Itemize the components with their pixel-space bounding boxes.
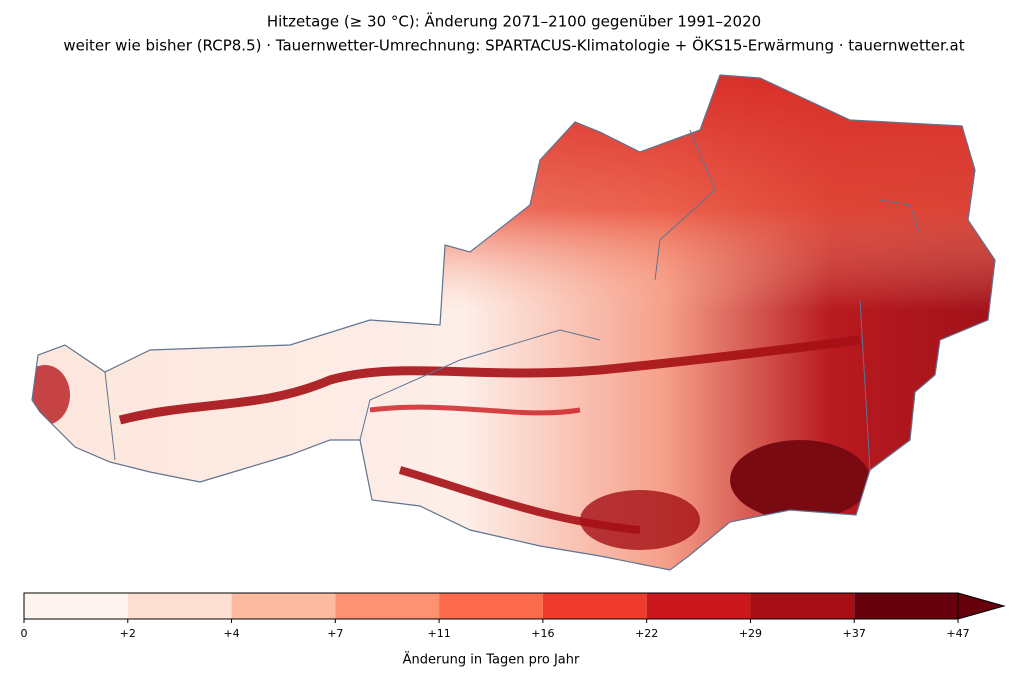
colorbar-label: Änderung in Tagen pro Jahr [403,652,580,668]
map-south-basin [580,490,700,550]
map-southeast-hot [730,440,870,520]
colorbar-segment [542,593,647,619]
colorbar-extend [957,592,1006,620]
colorbar-tick-label: +4 [223,627,239,640]
state-border [104,129,921,471]
colorbar: 0 +2 +4 +7 +11 +16 +22 +29 +37 +47 [21,592,1006,640]
colorbar-frame [23,592,959,620]
colorbar-segment [854,593,958,619]
colorbar-segment [231,593,336,619]
map-valley [398,466,641,534]
colorbar-tick-label: +16 [531,627,554,640]
colorbar-tick-label: +47 [946,627,969,640]
colorbar-segment [335,593,440,619]
map-subtitle: weiter wie bisher (RCP8.5) · Tauernwette… [63,36,964,55]
colorbar-segment [439,593,543,619]
map-valley [118,335,861,425]
map-valley [369,404,581,416]
colorbar-segment [24,593,128,619]
colorbar-segment [127,593,232,619]
colorbar-tick-label: 0 [21,627,28,640]
colorbar-tick-label: +2 [120,627,136,640]
colorbar-tick-label: +11 [428,627,451,640]
colorbar-segment [646,593,751,619]
map-north-lowlands [440,75,995,310]
colorbar-segment [750,593,855,619]
map-title: Hitzetage (≥ 30 °C): Änderung 2071–2100 … [267,12,761,31]
colorbar-tick-label: +22 [635,627,658,640]
colorbar-tick-label: +7 [327,627,343,640]
map-rhine-valley [32,365,70,425]
colorbar-tick-label: +37 [843,627,866,640]
colorbar-tick-label: +29 [739,627,762,640]
